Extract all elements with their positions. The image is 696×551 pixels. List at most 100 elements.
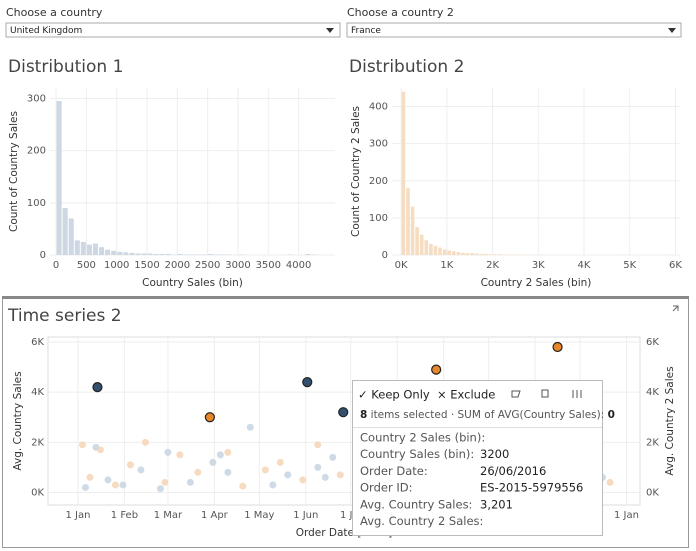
histogram-bar bbox=[497, 254, 502, 255]
x-tick-label: 1K bbox=[440, 260, 453, 271]
x-tick-label: 0 bbox=[53, 260, 59, 271]
y2-axis-label: Avg. Country 2 Sales bbox=[664, 366, 676, 475]
x-tick-label: 1 Feb bbox=[111, 510, 138, 521]
tooltip-value: 26/06/2016 bbox=[480, 464, 546, 478]
x-tick-label: 1 Jan bbox=[614, 510, 639, 521]
keep-only[interactable]: ✓ Keep Only bbox=[358, 388, 430, 402]
dropdown-value[interactable]: United Kingdom bbox=[10, 26, 82, 36]
dropdown-arrow[interactable] bbox=[668, 28, 676, 33]
histogram-bar bbox=[99, 247, 105, 255]
tooltip-label: Order Date: bbox=[360, 464, 428, 478]
histogram-bar bbox=[442, 249, 447, 255]
point bbox=[126, 461, 134, 469]
tooltip-label: Order ID: bbox=[360, 481, 412, 495]
y-tick-label: 200 bbox=[369, 176, 388, 187]
y-tick-label: 0 bbox=[40, 250, 46, 261]
point bbox=[86, 473, 94, 481]
point bbox=[194, 468, 202, 476]
y-axis-label: Count of Country Sales bbox=[8, 111, 20, 232]
charts: Distribution 1 Country Sales (bin) Count o… bbox=[7, 57, 682, 539]
point bbox=[314, 463, 322, 471]
dropdown[interactable] bbox=[5, 22, 341, 38]
y-tick-label: 0K bbox=[31, 487, 44, 498]
y-tick-label: 100 bbox=[369, 213, 388, 224]
point bbox=[161, 478, 169, 486]
tooltip-icons[interactable] bbox=[511, 389, 582, 398]
histogram-bar bbox=[117, 251, 123, 255]
tooltip-box bbox=[352, 380, 603, 536]
selected-point bbox=[302, 377, 313, 388]
x-tick-label: 5K bbox=[623, 260, 636, 271]
y2-tick-label: 6K bbox=[646, 337, 659, 348]
histogram-bar bbox=[105, 249, 111, 255]
histogram-bar bbox=[123, 252, 129, 255]
x-tick-label: 1 Jun bbox=[293, 510, 318, 521]
histogram-bar bbox=[419, 234, 424, 255]
histogram-bar bbox=[410, 206, 415, 255]
x-tick-label: 4K bbox=[578, 260, 591, 271]
histogram-bar bbox=[238, 254, 244, 255]
x-tick-label: 2K bbox=[486, 260, 499, 271]
histogram-bar bbox=[214, 254, 220, 255]
point bbox=[137, 466, 145, 474]
point bbox=[156, 485, 164, 493]
selected-point bbox=[552, 341, 563, 353]
y-tick-label: 0 bbox=[382, 250, 388, 261]
histogram-bar bbox=[474, 253, 479, 255]
x-axis-label: Country 2 Sales (bin) bbox=[481, 277, 592, 289]
y2-tick-label: 4K bbox=[646, 387, 659, 398]
y-axis-label: Count of Country 2 Sales bbox=[350, 106, 362, 237]
selected-point bbox=[204, 412, 215, 423]
y2-tick-label: 0K bbox=[646, 487, 659, 498]
y-tick-label: 300 bbox=[369, 139, 388, 150]
point bbox=[224, 448, 232, 456]
dropdown[interactable] bbox=[346, 22, 682, 38]
plot-area bbox=[392, 88, 680, 255]
point bbox=[186, 478, 194, 486]
y-tick-label: 300 bbox=[27, 93, 46, 104]
histogram-bar bbox=[488, 254, 493, 255]
histogram-bar bbox=[429, 243, 433, 255]
point bbox=[321, 473, 329, 481]
point bbox=[104, 476, 112, 484]
x-tick-label: 4000 bbox=[286, 260, 311, 271]
point bbox=[176, 451, 184, 459]
point bbox=[209, 458, 217, 466]
tooltip-label: Country 2 Sales (bin): bbox=[360, 431, 485, 445]
histogram-bar bbox=[305, 253, 311, 255]
chart-title: Time series 2 bbox=[7, 306, 122, 326]
y-tick-label: 6K bbox=[31, 337, 44, 348]
histogram-bar bbox=[451, 251, 456, 255]
histogram-bar bbox=[189, 254, 196, 255]
dropdown-arrow[interactable] bbox=[326, 28, 334, 33]
selected-point bbox=[431, 364, 442, 375]
x-tick-label: 1 Apr bbox=[201, 510, 229, 521]
tooltip-rows: Country 2 Sales (bin): Country Sales (bin… bbox=[360, 431, 583, 529]
histogram-bar bbox=[159, 253, 165, 255]
tooltip-value: 3,201 bbox=[480, 497, 513, 511]
point bbox=[111, 481, 119, 489]
point bbox=[78, 441, 86, 449]
histogram-bar bbox=[129, 252, 135, 255]
point bbox=[224, 468, 232, 476]
tooltip-value: 3200 bbox=[480, 447, 509, 461]
x-axis-label: Country Sales (bin) bbox=[142, 277, 243, 289]
exclude[interactable]: × Exclude bbox=[437, 388, 495, 402]
histogram-bar bbox=[196, 254, 202, 255]
x-tick-label: 1000 bbox=[104, 260, 129, 271]
histogram-bar bbox=[183, 254, 189, 255]
dropdown-value[interactable]: France bbox=[351, 26, 381, 36]
histogram-bar bbox=[141, 253, 147, 255]
summary-text: items selected · SUM of AVG(Country Sale… bbox=[367, 409, 607, 421]
x-tick-label: 1 Jul bbox=[340, 510, 362, 521]
control-label: Choose a country 2 bbox=[347, 6, 454, 19]
histogram-bar bbox=[111, 250, 117, 255]
tooltip-label: Avg. Country Sales: bbox=[360, 497, 472, 511]
histogram-bar bbox=[80, 241, 86, 255]
y-tick-label: 100 bbox=[27, 198, 46, 209]
expand-icon[interactable] bbox=[672, 305, 679, 312]
point bbox=[314, 441, 322, 449]
x-tick-label: 3000 bbox=[225, 260, 250, 271]
histogram-bar bbox=[438, 247, 442, 255]
x-tick-label: 1 Mar bbox=[154, 510, 183, 521]
